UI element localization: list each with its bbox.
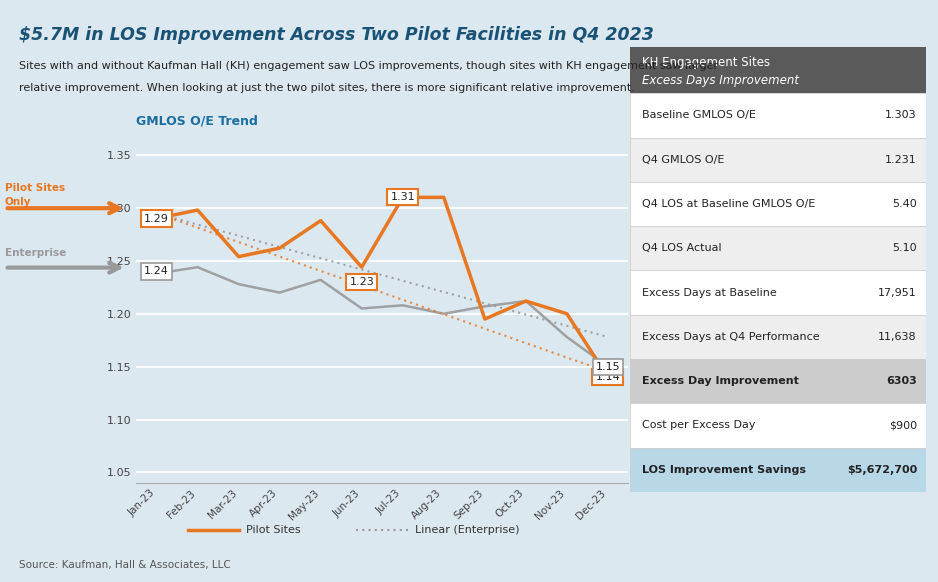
Text: LOS Improvement Savings: LOS Improvement Savings	[643, 464, 806, 475]
Text: 1.303: 1.303	[885, 111, 917, 120]
Text: Enterprise: Enterprise	[5, 249, 66, 258]
Text: 1.14: 1.14	[596, 372, 620, 382]
Text: Q4 GMLOS O/E: Q4 GMLOS O/E	[643, 155, 724, 165]
Text: 5.10: 5.10	[892, 243, 917, 253]
Text: Only: Only	[5, 197, 31, 207]
Text: 1.31: 1.31	[390, 192, 416, 203]
Text: 6303: 6303	[886, 376, 917, 386]
Text: Q4 LOS at Baseline GMLOS O/E: Q4 LOS at Baseline GMLOS O/E	[643, 199, 815, 209]
FancyBboxPatch shape	[630, 93, 926, 137]
FancyBboxPatch shape	[630, 315, 926, 359]
Text: 1.23: 1.23	[349, 277, 374, 287]
Text: 1.15: 1.15	[596, 361, 620, 372]
Text: relative improvement. When looking at just the two pilot sites, there is more si: relative improvement. When looking at ju…	[19, 83, 635, 93]
Text: Excess Days at Q4 Performance: Excess Days at Q4 Performance	[643, 332, 820, 342]
FancyBboxPatch shape	[630, 137, 926, 182]
Text: Excess Days at Baseline: Excess Days at Baseline	[643, 288, 777, 297]
Text: Sites with and without Kaufman Hall (KH) engagement saw LOS improvements, though: Sites with and without Kaufman Hall (KH)…	[19, 61, 718, 71]
Text: Source: Kaufman, Hall & Associates, LLC: Source: Kaufman, Hall & Associates, LLC	[19, 560, 231, 570]
Text: KH Engagement Sites: KH Engagement Sites	[643, 56, 770, 69]
Text: Pilot Sites: Pilot Sites	[246, 524, 300, 535]
Text: Excess Days Improvement: Excess Days Improvement	[643, 74, 799, 87]
Text: 1.231: 1.231	[885, 155, 917, 165]
Text: $900: $900	[889, 420, 917, 430]
Text: $5.7M in LOS Improvement Across Two Pilot Facilities in Q4 2023: $5.7M in LOS Improvement Across Two Pilo…	[19, 26, 654, 44]
FancyBboxPatch shape	[630, 403, 926, 448]
Text: 11,638: 11,638	[878, 332, 917, 342]
FancyBboxPatch shape	[630, 271, 926, 315]
Text: 1.29: 1.29	[144, 214, 169, 223]
Text: Excess Day Improvement: Excess Day Improvement	[643, 376, 799, 386]
FancyBboxPatch shape	[630, 359, 926, 403]
Text: Baseline GMLOS O/E: Baseline GMLOS O/E	[643, 111, 756, 120]
Text: GMLOS O/E Trend: GMLOS O/E Trend	[136, 114, 258, 127]
Text: 17,951: 17,951	[878, 288, 917, 297]
Text: Q4 LOS Actual: Q4 LOS Actual	[643, 243, 721, 253]
Text: $5,672,700: $5,672,700	[847, 464, 917, 475]
FancyBboxPatch shape	[630, 47, 926, 93]
Text: 5.40: 5.40	[892, 199, 917, 209]
Text: Cost per Excess Day: Cost per Excess Day	[643, 420, 756, 430]
FancyBboxPatch shape	[630, 448, 926, 492]
FancyBboxPatch shape	[630, 226, 926, 271]
Text: Pilot Sites: Pilot Sites	[5, 183, 65, 193]
FancyBboxPatch shape	[630, 182, 926, 226]
Text: 1.24: 1.24	[144, 267, 169, 276]
Text: Linear (Enterprise): Linear (Enterprise)	[415, 524, 519, 535]
